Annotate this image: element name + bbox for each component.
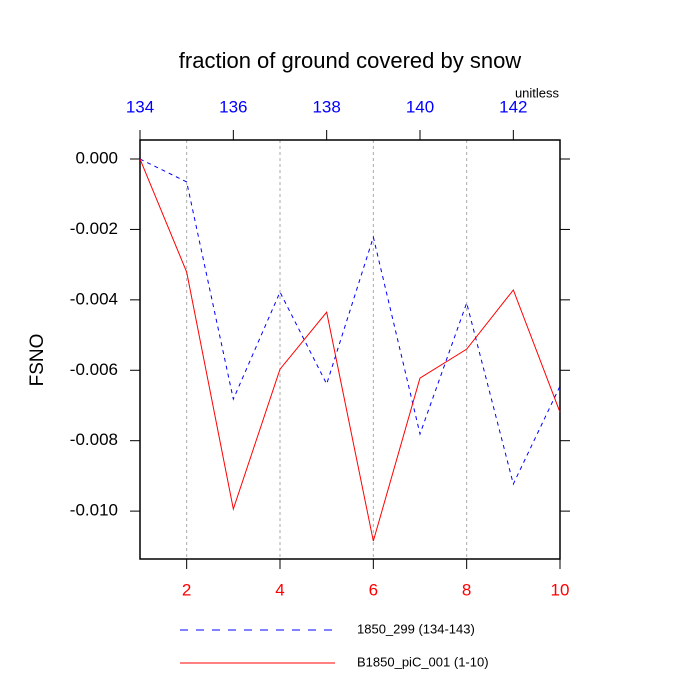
legend-label: B1850_piC_001 (1-10): [357, 654, 489, 669]
x-tick-label: 6: [369, 580, 378, 599]
x2-tick-label: 142: [499, 97, 527, 116]
x2-tick-label: 134: [126, 97, 154, 116]
x2-tick-label: 136: [219, 97, 247, 116]
legend-label: 1850_299 (134-143): [357, 621, 475, 636]
y-tick-label: -0.010: [70, 501, 118, 520]
y-tick-label: 0.000: [75, 148, 118, 167]
series-line: [139, 158, 561, 542]
x-tick-label: 8: [462, 580, 471, 599]
chart-title: fraction of ground covered by snow: [179, 48, 522, 73]
x2-tick-label: 138: [312, 97, 340, 116]
x-tick-label: 2: [182, 580, 191, 599]
x-tick-label: 10: [551, 580, 570, 599]
y-tick-label: -0.002: [70, 219, 118, 238]
y-tick-label: -0.008: [70, 430, 118, 449]
y-tick-label: -0.006: [70, 360, 118, 379]
x2-tick-label: 140: [406, 97, 434, 116]
x-tick-label: 4: [275, 580, 284, 599]
units-label: unitless: [515, 85, 560, 100]
y-axis-label: FSNO: [27, 334, 48, 387]
series-line: [139, 158, 561, 486]
y-tick-label: -0.004: [70, 289, 118, 308]
plot-frame: [139, 139, 561, 560]
